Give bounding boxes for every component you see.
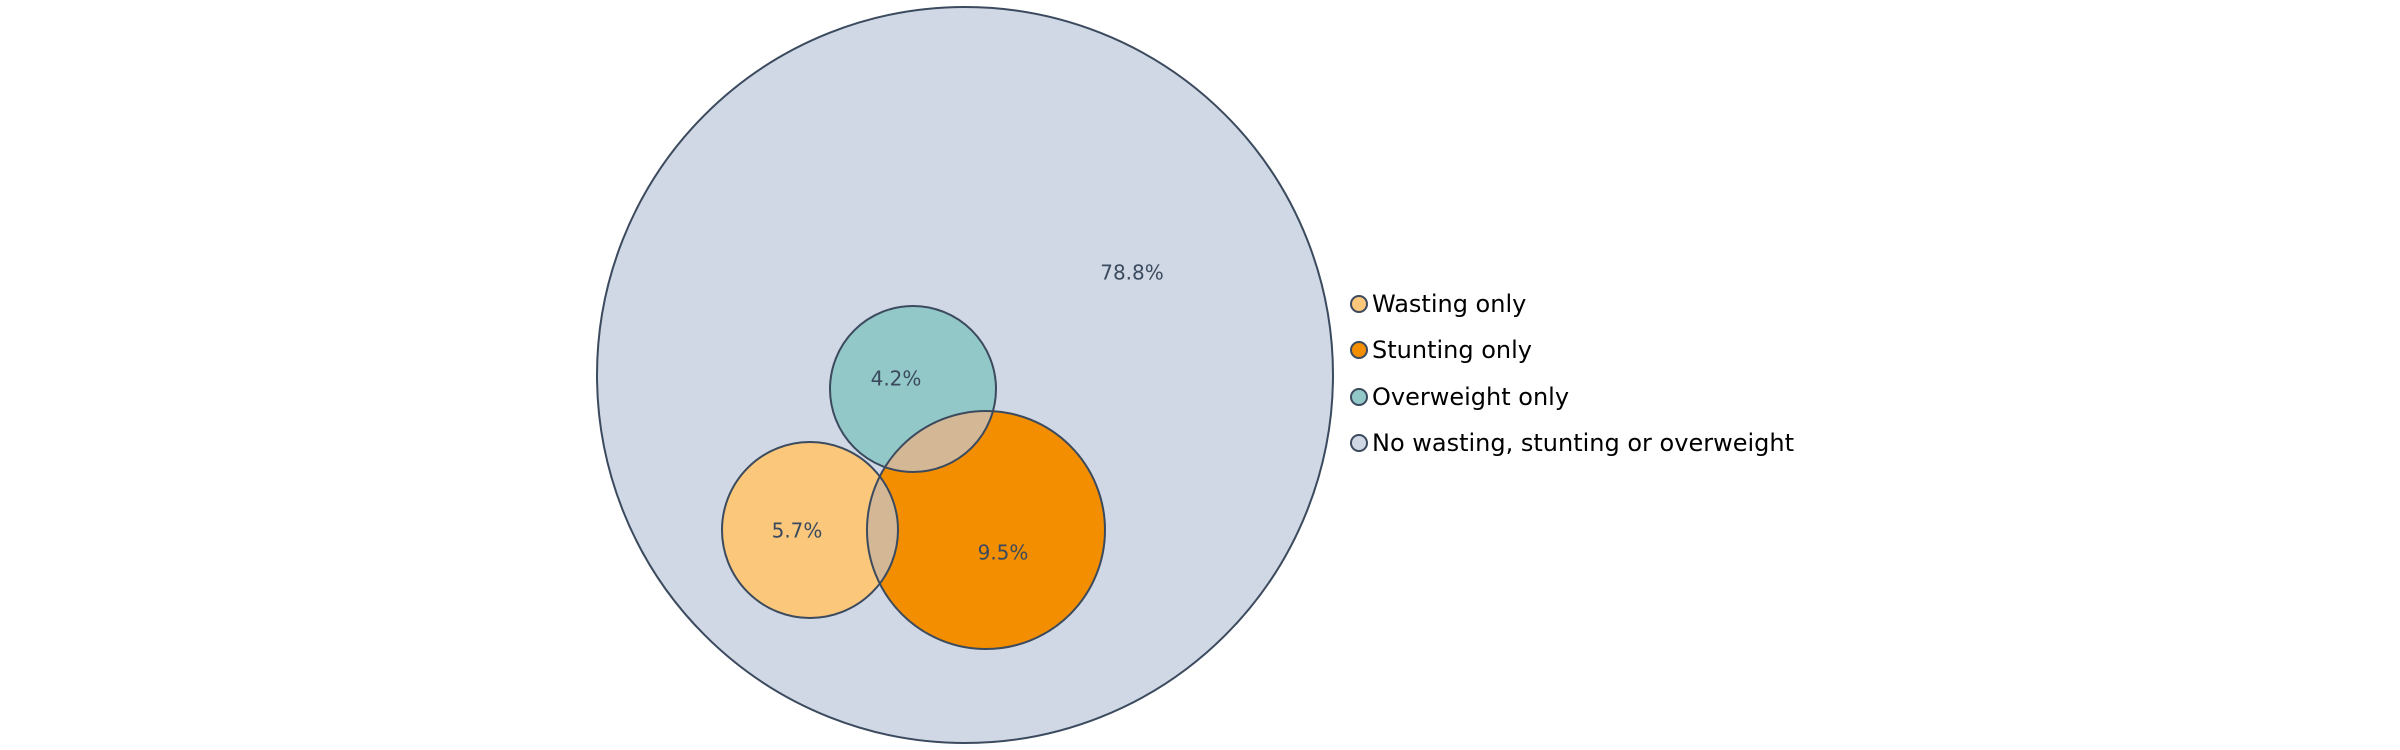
- none-swatch-icon: [1350, 434, 1368, 452]
- no-wasting-stunting-overweight-label: 78.8%: [1100, 261, 1164, 285]
- legend-label: Overweight only: [1372, 382, 1570, 411]
- legend-label: Stunting only: [1372, 336, 1532, 364]
- wasting-only-label: 5.7%: [772, 519, 823, 543]
- legend-label: No wasting, stunting or overweight: [1372, 429, 1794, 457]
- wasting-swatch-icon: [1350, 294, 1368, 313]
- legend-item-none: No wasting, stunting or overweight: [1350, 428, 1794, 459]
- legend-item-wasting: Wasting only: [1350, 288, 1794, 319]
- overweight-swatch-icon: [1350, 387, 1368, 406]
- wasting-only-outline: [721, 441, 899, 619]
- legend-item-overweight: Overweight only: [1350, 381, 1794, 412]
- overweight-only-outline: [829, 305, 997, 473]
- legend-label: Wasting only: [1372, 289, 1527, 318]
- wasting-only-circle: [722, 442, 898, 618]
- stunting-only-outline: [866, 410, 1106, 650]
- stunting-only-label: 9.5%: [978, 541, 1029, 565]
- legend-item-stunting: Stunting only: [1350, 335, 1794, 366]
- overweight-only-label: 4.2%: [871, 367, 922, 391]
- legend: Wasting only Stunting only Overweight on…: [1350, 288, 1794, 474]
- stunting-swatch-icon: [1350, 341, 1368, 359]
